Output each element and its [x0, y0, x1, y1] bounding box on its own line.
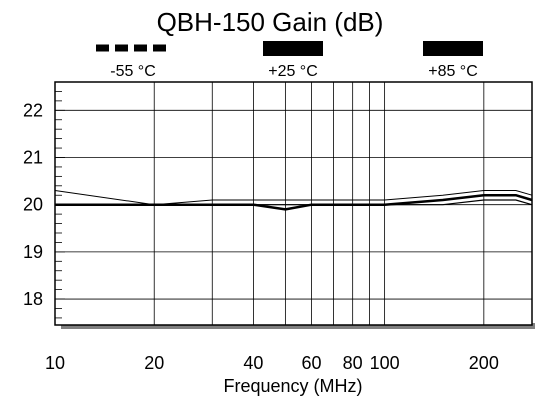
y-tick-label: 18 [23, 289, 43, 309]
legend-label: +25 °C [268, 63, 318, 80]
y-tick-label: 19 [23, 242, 43, 262]
legend-swatch [263, 41, 323, 56]
legend: -55 °C +25 °C +85 °C [96, 41, 483, 80]
x-tick-label: 60 [301, 353, 321, 373]
legend-label: +85 °C [428, 63, 478, 80]
series-line-1 [54, 190, 533, 206]
x-tick-label: 80 [343, 353, 363, 373]
x-tick-label: 10 [45, 353, 65, 373]
x-tick-label: 20 [144, 353, 164, 373]
y-tick-label: 20 [23, 195, 43, 215]
legend-swatch [423, 41, 483, 56]
series-layer [54, 190, 533, 211]
series-line-3 [55, 199, 533, 206]
x-axis-label: Frequency (MHz) [223, 376, 362, 396]
x-tick-label: 100 [370, 353, 400, 373]
y-tick-label: 22 [23, 100, 43, 120]
plot-shadow [61, 323, 535, 329]
legend-label: -55 °C [110, 63, 156, 80]
y-tick-label: 21 [23, 147, 43, 167]
chart-title: QBH-150 Gain (dB) [157, 7, 384, 37]
x-tick-label: 40 [243, 353, 263, 373]
axes: 18 19 20 21 22 10 20 40 60 80 100 200 [23, 81, 499, 373]
x-tick-label: 200 [469, 353, 499, 373]
